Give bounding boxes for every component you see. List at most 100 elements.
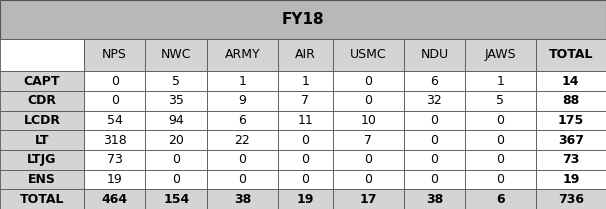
Text: 0: 0	[364, 153, 372, 166]
Bar	[0, 71, 84, 91]
Bar	[207, 189, 278, 209]
Text: 0: 0	[301, 134, 309, 147]
Text: 38: 38	[234, 193, 251, 206]
Text: NWC: NWC	[161, 48, 191, 61]
Text: 19: 19	[562, 173, 579, 186]
Text: CDR: CDR	[27, 94, 56, 107]
Text: 0: 0	[238, 153, 246, 166]
Text: 0: 0	[111, 94, 119, 107]
Bar	[404, 39, 465, 71]
Text: AIR: AIR	[295, 48, 316, 61]
Bar	[465, 39, 536, 71]
Bar	[84, 91, 145, 111]
Text: 0: 0	[364, 173, 372, 186]
Text: 0: 0	[301, 153, 309, 166]
Text: TOTAL: TOTAL	[548, 48, 593, 61]
Text: 0: 0	[496, 134, 504, 147]
Bar	[84, 111, 145, 130]
Bar	[84, 150, 145, 170]
Bar	[278, 189, 333, 209]
Text: FY18: FY18	[282, 12, 324, 27]
Bar	[0, 91, 84, 111]
Text: ENS: ENS	[28, 173, 56, 186]
Text: 88: 88	[562, 94, 579, 107]
Text: 94: 94	[168, 114, 184, 127]
Bar	[0, 170, 84, 189]
Text: 54: 54	[107, 114, 122, 127]
Text: 19: 19	[297, 193, 314, 206]
Bar	[145, 150, 207, 170]
Bar	[145, 130, 207, 150]
Text: 154: 154	[163, 193, 190, 206]
Text: ARMY: ARMY	[224, 48, 260, 61]
Bar	[536, 130, 606, 150]
Bar	[278, 71, 333, 91]
Text: 0: 0	[238, 173, 246, 186]
Bar	[278, 111, 333, 130]
Bar	[404, 130, 465, 150]
Text: 0: 0	[496, 114, 504, 127]
Text: 20: 20	[168, 134, 184, 147]
Text: 1: 1	[301, 75, 309, 88]
Bar	[278, 39, 333, 71]
Text: 38: 38	[426, 193, 443, 206]
Text: 7: 7	[301, 94, 309, 107]
Bar	[404, 170, 465, 189]
Text: 0: 0	[111, 75, 119, 88]
Text: 0: 0	[496, 173, 504, 186]
Bar	[333, 39, 404, 71]
Bar	[278, 150, 333, 170]
Text: 464: 464	[102, 193, 128, 206]
Text: 22: 22	[235, 134, 250, 147]
Text: 32: 32	[427, 94, 442, 107]
Text: 0: 0	[364, 94, 372, 107]
Bar	[207, 111, 278, 130]
Bar	[404, 111, 465, 130]
Text: 0: 0	[430, 173, 438, 186]
Bar	[84, 71, 145, 91]
Text: 6: 6	[238, 114, 246, 127]
Text: 0: 0	[430, 114, 438, 127]
Bar	[333, 71, 404, 91]
Text: 736: 736	[558, 193, 584, 206]
Bar	[84, 189, 145, 209]
Bar	[333, 189, 404, 209]
Text: 6: 6	[430, 75, 438, 88]
Text: 11: 11	[298, 114, 313, 127]
Bar	[536, 150, 606, 170]
Bar	[278, 130, 333, 150]
Bar	[465, 189, 536, 209]
Bar	[145, 91, 207, 111]
Text: 0: 0	[496, 153, 504, 166]
Bar	[465, 71, 536, 91]
Text: 0: 0	[430, 153, 438, 166]
Bar	[404, 189, 465, 209]
Bar	[536, 170, 606, 189]
Text: 5: 5	[496, 94, 504, 107]
Text: LT: LT	[35, 134, 49, 147]
Bar	[333, 130, 404, 150]
Bar	[404, 91, 465, 111]
Bar	[404, 150, 465, 170]
Text: NDU: NDU	[421, 48, 448, 61]
Text: 0: 0	[172, 153, 181, 166]
Bar	[84, 130, 145, 150]
Text: 73: 73	[562, 153, 579, 166]
Bar	[145, 111, 207, 130]
Bar	[536, 39, 606, 71]
Bar	[0, 0, 606, 39]
Text: 17: 17	[359, 193, 377, 206]
Bar	[145, 189, 207, 209]
Bar	[536, 111, 606, 130]
Bar	[207, 39, 278, 71]
Bar	[278, 170, 333, 189]
Text: 35: 35	[168, 94, 184, 107]
Bar	[207, 150, 278, 170]
Text: 0: 0	[430, 134, 438, 147]
Bar	[465, 91, 536, 111]
Text: 1: 1	[496, 75, 504, 88]
Bar	[278, 91, 333, 111]
Bar	[0, 111, 84, 130]
Text: LCDR: LCDR	[24, 114, 61, 127]
Bar	[333, 170, 404, 189]
